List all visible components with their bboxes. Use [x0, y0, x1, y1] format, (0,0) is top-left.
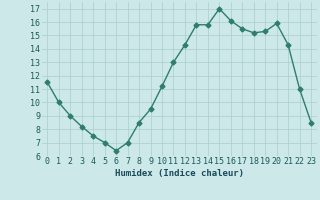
X-axis label: Humidex (Indice chaleur): Humidex (Indice chaleur): [115, 169, 244, 178]
